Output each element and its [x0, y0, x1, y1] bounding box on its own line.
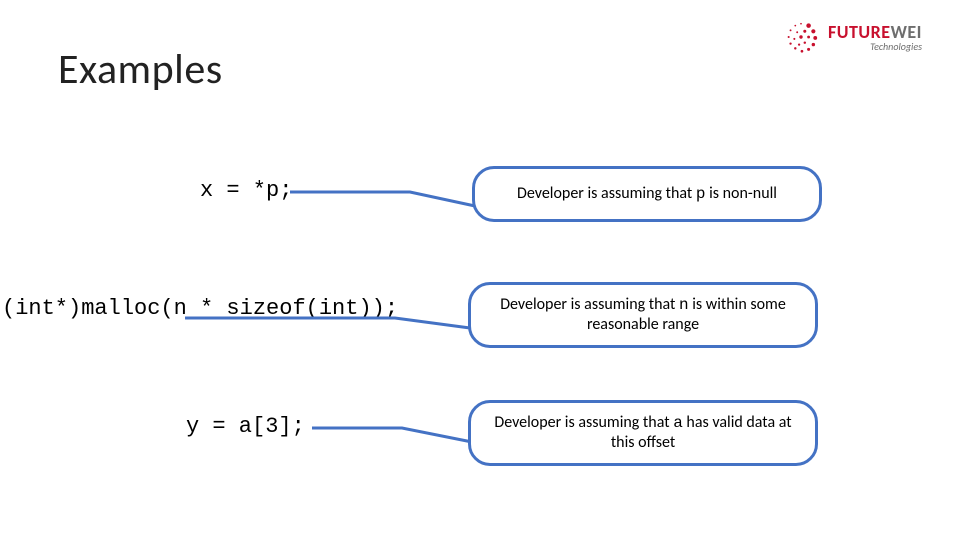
- callout-1: Developer is assuming that p is non-null: [472, 166, 822, 222]
- connector-1: [290, 184, 490, 214]
- connector-3: [312, 420, 492, 450]
- logo-wordmark: FUTUREWEI: [828, 23, 922, 41]
- callout-1-post: is non-null: [705, 184, 776, 203]
- callout-1-pre: Developer is assuming that: [517, 184, 696, 203]
- logo: FUTUREWEI Technologies: [782, 18, 922, 56]
- callout-2: Developer is assuming that n is within s…: [468, 282, 818, 348]
- slide-title: Examples: [58, 44, 223, 95]
- callout-2-mono: n: [679, 296, 689, 314]
- callout-3: Developer is assuming that a has valid d…: [468, 400, 818, 466]
- code-example-3: y = a[3];: [186, 414, 305, 439]
- logo-icon: [782, 18, 820, 56]
- connector-2: [185, 310, 485, 340]
- logo-subtext: Technologies: [828, 42, 922, 52]
- callout-2-pre: Developer is assuming that: [500, 295, 679, 314]
- code-example-1: x = *p;: [200, 178, 292, 203]
- callout-3-text: Developer is assuming that a has valid d…: [485, 413, 801, 453]
- slide: Examples: [0, 0, 960, 540]
- callout-3-pre: Developer is assuming that: [494, 413, 673, 432]
- logo-text: FUTUREWEI Technologies: [828, 23, 922, 52]
- callout-3-mono: a: [673, 414, 683, 432]
- callout-2-text: Developer is assuming that n is within s…: [485, 295, 801, 335]
- callout-1-text: Developer is assuming that p is non-null: [517, 184, 777, 204]
